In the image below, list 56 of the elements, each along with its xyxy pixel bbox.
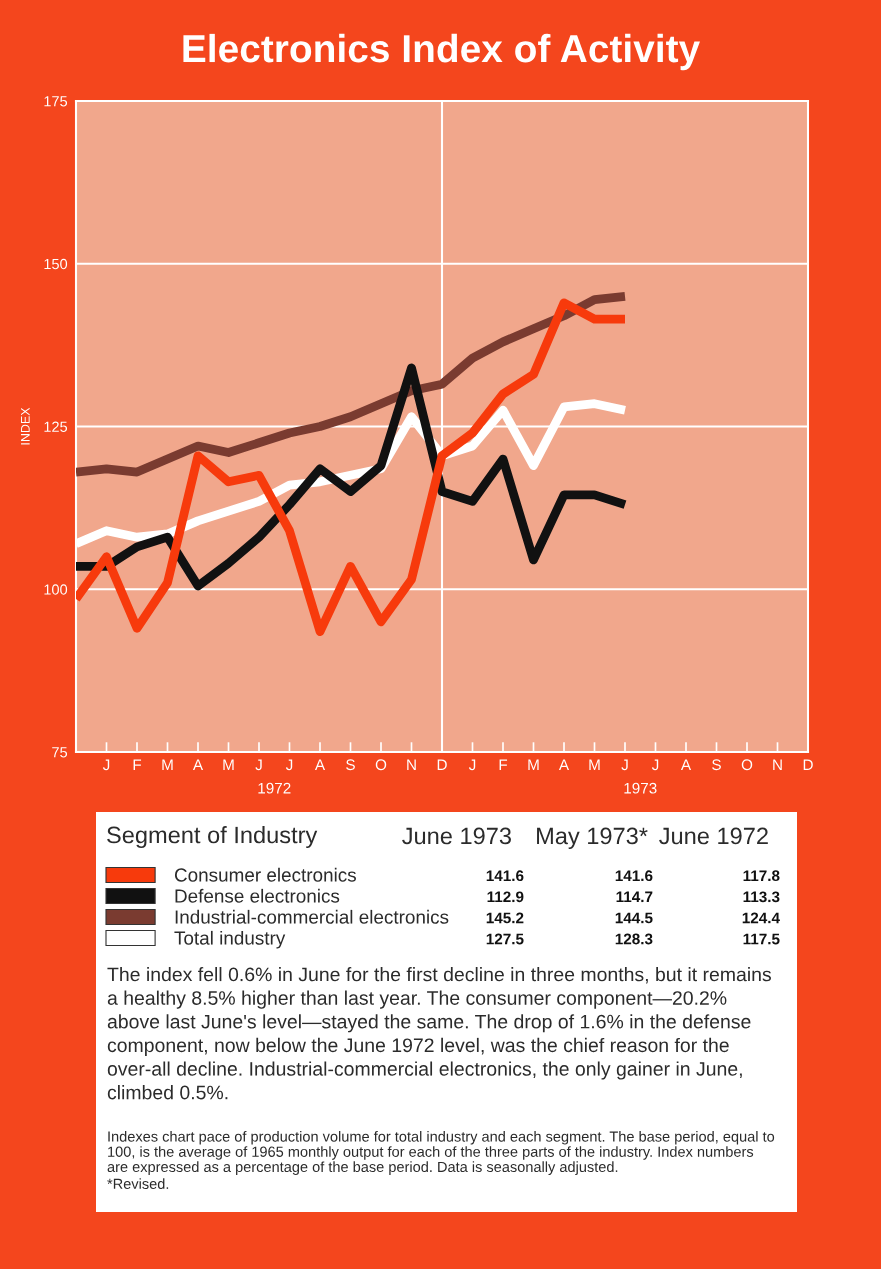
x-tick-label: J bbox=[651, 759, 659, 771]
text: June 1972 bbox=[659, 827, 768, 845]
legend-label: Consumer electronics bbox=[174, 867, 356, 882]
y-tick-label: 150 bbox=[44, 258, 68, 270]
x-tick-label: A bbox=[680, 759, 692, 771]
x-tick-label: F bbox=[133, 759, 142, 771]
legend-label: Defense electronics bbox=[175, 888, 340, 903]
y-tick-label: 125 bbox=[44, 421, 68, 432]
x-tick-label: J bbox=[102, 759, 110, 771]
legend-title: Segment of Industry bbox=[107, 826, 318, 849]
text: 112.9 bbox=[487, 891, 524, 903]
x-tick-label: M bbox=[162, 759, 173, 771]
x-tick-label: D bbox=[803, 759, 813, 771]
text: 141.6 bbox=[486, 870, 524, 882]
text: 145.2 bbox=[486, 912, 524, 924]
x-tick-label: S bbox=[346, 759, 355, 771]
x-tick-label: J bbox=[255, 759, 262, 771]
x-tick-label: A bbox=[192, 759, 204, 771]
text: May 1973* bbox=[537, 827, 648, 850]
x-tick-label: F bbox=[499, 759, 508, 771]
text: 1972 bbox=[258, 782, 291, 794]
x-tick-label: N bbox=[407, 759, 416, 771]
x-tick-label: J bbox=[621, 759, 628, 771]
legend-label: Industrial-commercial electronics bbox=[175, 909, 449, 924]
text: 127.5 bbox=[486, 933, 524, 945]
text: 128.3 bbox=[615, 933, 653, 945]
x-tick-label: J bbox=[468, 759, 476, 771]
x-tick-label: O bbox=[741, 759, 753, 771]
y-axis-title: INDEX bbox=[21, 407, 30, 445]
text: 124.4 bbox=[742, 912, 780, 924]
text: 117.5 bbox=[743, 933, 780, 945]
x-tick-label: D bbox=[437, 759, 447, 771]
x-tick-label: M bbox=[589, 759, 600, 771]
y-tick-label: 75 bbox=[52, 747, 68, 758]
text: 114.7 bbox=[616, 891, 653, 903]
x-tick-label: J bbox=[285, 759, 293, 771]
text: Indexes chart pace of production volume for total industry and each segment. The base period, equal to 100, is the average of 1965 monthly output for each of the three parts of the industry. Index numbers are expressed as a percentage of the base period. Data is seasonally adjusted. bbox=[107, 1131, 775, 1175]
x-tick-label: N bbox=[773, 759, 782, 771]
legend-label: Total industry bbox=[174, 930, 286, 949]
y-tick-label: 100 bbox=[44, 584, 68, 595]
text: 113.3 bbox=[743, 891, 780, 903]
text: 117.8 bbox=[743, 870, 780, 882]
text: The index fell 0.6% in June for the first decline in three months, but it remains a healthy 8.5% higher than last year. The consumer component—20.2% above last June's level—stayed the same. The drop of 1.6% in the defense component, now below the June 1972 level, was the chief reason for the over-all decline. Industrial-commercial electronics, the only gainer in June, climbed 0.5%. bbox=[107, 967, 771, 1100]
text: June 1973 bbox=[402, 827, 511, 845]
chart-title: Electronics Index of Activity bbox=[183, 33, 700, 71]
x-tick-label: A bbox=[314, 759, 326, 771]
x-tick-label: O bbox=[375, 759, 387, 771]
y-tick-label: 175 bbox=[44, 96, 68, 107]
x-tick-label: M bbox=[528, 759, 539, 771]
text: *Revised. bbox=[107, 1178, 169, 1190]
x-tick-label: S bbox=[712, 759, 721, 771]
text: 144.5 bbox=[615, 912, 653, 924]
text: 141.6 bbox=[615, 870, 653, 882]
text: 1973 bbox=[624, 782, 657, 794]
x-tick-label: A bbox=[558, 759, 570, 771]
x-tick-label: M bbox=[223, 759, 234, 771]
